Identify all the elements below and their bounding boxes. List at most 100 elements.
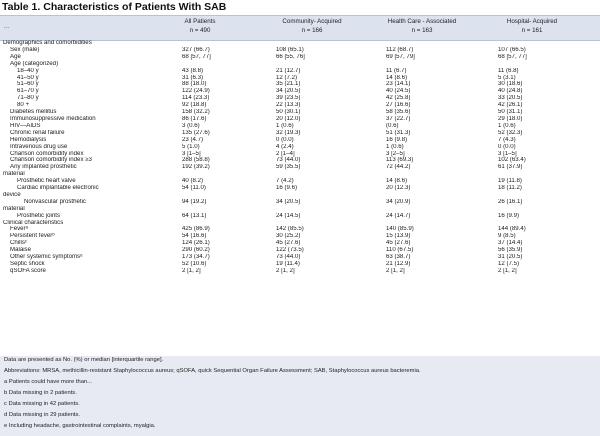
row-label: Persistent feverᵇ xyxy=(10,233,55,240)
footnote: a Patients could have more than... xyxy=(4,379,92,385)
row-value: 14 (8.6) xyxy=(386,178,408,185)
row-value: 7 (4.2) xyxy=(276,178,294,185)
table-header: ... All Patients n = 490 Community- Acqu… xyxy=(0,15,600,41)
row-value: 144 (89.4) xyxy=(498,226,526,233)
row-label: Charlson comorbidity index ≥3 xyxy=(10,157,92,164)
header-col-healthcare: Health Care - Associated n = 163 xyxy=(387,18,457,34)
row-value xyxy=(164,171,276,178)
row-value: 21 (12.9) xyxy=(386,261,411,267)
row-value: 19 (11.4) xyxy=(276,261,300,267)
row-value: 21 (12.7) xyxy=(276,67,301,74)
row-value: (0.6) xyxy=(386,122,399,129)
row-label: 61–70 y xyxy=(17,88,39,95)
row-value: 192 (39.2) xyxy=(182,164,210,171)
row-value: 122 (24.9) xyxy=(182,88,210,95)
row-value: 16 (9.9) xyxy=(498,212,520,219)
row-value xyxy=(164,206,276,213)
row-value xyxy=(164,40,276,47)
row-value xyxy=(386,61,498,68)
row-label: Nonvascular prosthetic xyxy=(24,198,86,205)
row-value: 35 (21.1) xyxy=(276,81,301,88)
table-row: Hemodialysis 23 (4.7) 0 (0.0) 16 (9.8) 7 (4.… xyxy=(0,137,600,144)
table-row: Sex (male) 327 (66.7) 108 (65.1) 112 (68.7)… xyxy=(0,47,600,54)
row-value: 63 (38.7) xyxy=(386,254,411,261)
row-value: 108 (65.1) xyxy=(276,46,304,53)
row-value: 42 (26.1) xyxy=(498,102,523,109)
row-value: 29 (18.0) xyxy=(498,115,523,122)
footnote: b Data missing in 2 patients. xyxy=(4,390,77,396)
row-value: 64 (13.1) xyxy=(182,212,207,219)
row-value xyxy=(164,192,276,199)
row-value xyxy=(498,206,600,213)
row-value: 88 (18.0) xyxy=(182,81,207,88)
row-value: 40 (8.2) xyxy=(182,178,204,185)
row-value: 30 (25.2) xyxy=(276,233,301,240)
table-body: Demographics and comorbidities Sex (male)… xyxy=(0,40,600,275)
table-row: Age (categorized) xyxy=(0,61,600,68)
row-label: Sex (male) xyxy=(10,46,40,53)
row-value xyxy=(164,220,276,227)
row-value: 15 (13.9) xyxy=(386,233,411,240)
table-row: Prosthetic joints 64 (13.1) 24 (14.5) 24 (1… xyxy=(0,213,600,220)
row-value: 114 (23.3) xyxy=(182,95,210,102)
row-value: 3 (0.6) xyxy=(182,122,200,129)
row-value: 45 (27.6) xyxy=(386,240,411,247)
table-row: Feverᵃ 425 (86.9) 142 (85.5) 140 (85.9) 144 … xyxy=(0,226,600,233)
row-value: 1 (0.6) xyxy=(276,122,294,129)
table-row: Charlson comorbidity index 3 [1–5] 2 [1–4]… xyxy=(0,151,600,158)
row-value: 5 (1.0) xyxy=(182,143,200,150)
row-label: Diabetes mellitus xyxy=(10,109,57,116)
row-label: 18–40 y xyxy=(17,67,39,74)
row-value: 34 (20.5) xyxy=(276,88,301,95)
table-row: Demographics and comorbidities xyxy=(0,40,600,47)
table-row: Chillsᶜ 124 (26.1) 45 (27.6) 45 (27.6) 37 (1… xyxy=(0,240,600,247)
row-value xyxy=(498,61,600,68)
row-label: Prosthetic heart valve xyxy=(17,178,76,185)
table-row: Diabetes mellitus 158 (32.2) 50 (30.1) 58 (… xyxy=(0,109,600,116)
table-footnotes: Data are presented as No. (%) or median … xyxy=(0,356,600,436)
row-value: 52 (10.6) xyxy=(182,261,207,267)
row-value xyxy=(386,220,498,227)
row-value: 12 (7.5) xyxy=(498,261,520,267)
table-row: Intravenous drug use 5 (1.0) 4 (2.4) 1 (0.6… xyxy=(0,144,600,151)
row-value: 1 (0.6) xyxy=(498,122,516,129)
row-value: 50 (30.1) xyxy=(276,109,301,116)
row-value: 23 (14.1) xyxy=(386,81,411,88)
row-value xyxy=(276,192,386,199)
table-row: Prosthetic heart valve 40 (8.2) 7 (4.2) 14 … xyxy=(0,178,600,185)
row-value: 31 (6.3) xyxy=(182,74,204,81)
row-value: 31 (20.5) xyxy=(498,254,523,261)
table-row: Persistent feverᵇ 54 (16.6) 30 (25.2) 15 (1… xyxy=(0,233,600,240)
row-label: Immunosuppressive medication xyxy=(10,115,96,122)
row-value: 102 (63.4) xyxy=(498,157,526,164)
row-label: Age (categorized) xyxy=(10,60,59,67)
row-label: Feverᵃ xyxy=(10,226,28,233)
row-value: 50 (31.1) xyxy=(498,109,523,116)
footnote: e Including headache, gastrointestinal c… xyxy=(4,423,156,429)
row-value: 14 (8.6) xyxy=(386,74,408,81)
row-value xyxy=(276,40,386,47)
table-row: Other systemic symptomsᵈ 173 (34.7) 73 (44… xyxy=(0,254,600,261)
row-label: Demographics and comorbidities xyxy=(3,40,92,46)
row-value: 52 (32.3) xyxy=(498,129,523,136)
row-label: Other systemic symptomsᵈ xyxy=(10,254,83,261)
row-value: 56 (35.9) xyxy=(498,247,523,254)
row-label: 51–60 y xyxy=(17,81,39,88)
row-value: 173 (34.7) xyxy=(182,254,210,261)
row-value: 34 (20.9) xyxy=(386,198,411,205)
row-value xyxy=(498,192,600,199)
row-value: 54 (16.6) xyxy=(182,233,207,240)
row-value: 20 (12.0) xyxy=(276,115,301,122)
table-row: 80 + 92 (18.8) 22 (13.3) 27 (16.6) 42 (26.1) xyxy=(0,102,600,109)
row-value: 73 (44.0) xyxy=(276,254,301,261)
row-value: 0 (0.0) xyxy=(276,136,294,143)
row-value: 92 (18.8) xyxy=(182,102,207,109)
row-value xyxy=(276,220,386,227)
row-value: 1 (0.6) xyxy=(386,143,404,150)
row-label: HIV—AIDS xyxy=(10,122,41,129)
row-value xyxy=(164,61,276,68)
row-value: 3 [2–5] xyxy=(386,150,405,157)
row-value: 140 (85.9) xyxy=(386,226,414,233)
row-value: 2 [1, 2] xyxy=(386,267,405,274)
